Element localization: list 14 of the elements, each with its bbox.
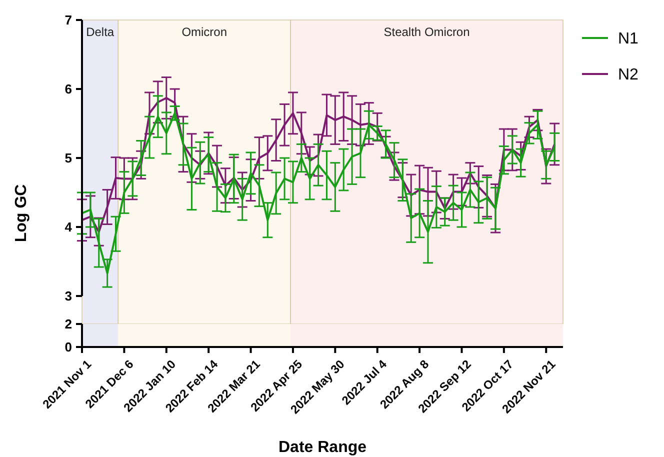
- band-label: Delta: [86, 25, 114, 39]
- y-tick-label: 3: [64, 288, 72, 304]
- y-tick-label: 6: [64, 82, 72, 97]
- legend-label: N2: [618, 66, 639, 84]
- legend-label: N1: [618, 30, 639, 48]
- y-tick-label: 0: [64, 340, 72, 355]
- y-axis-title: Log GC: [13, 184, 30, 242]
- y-tick-label: 4: [64, 220, 73, 235]
- x-axis-title: Date Range: [278, 439, 367, 456]
- y-tick-label: 2: [64, 316, 72, 332]
- y-tick-label: 7: [64, 12, 72, 28]
- y-tick-label: 5: [64, 150, 72, 166]
- band-label: Omicron: [182, 25, 228, 39]
- band-label: Stealth Omicron: [384, 25, 470, 39]
